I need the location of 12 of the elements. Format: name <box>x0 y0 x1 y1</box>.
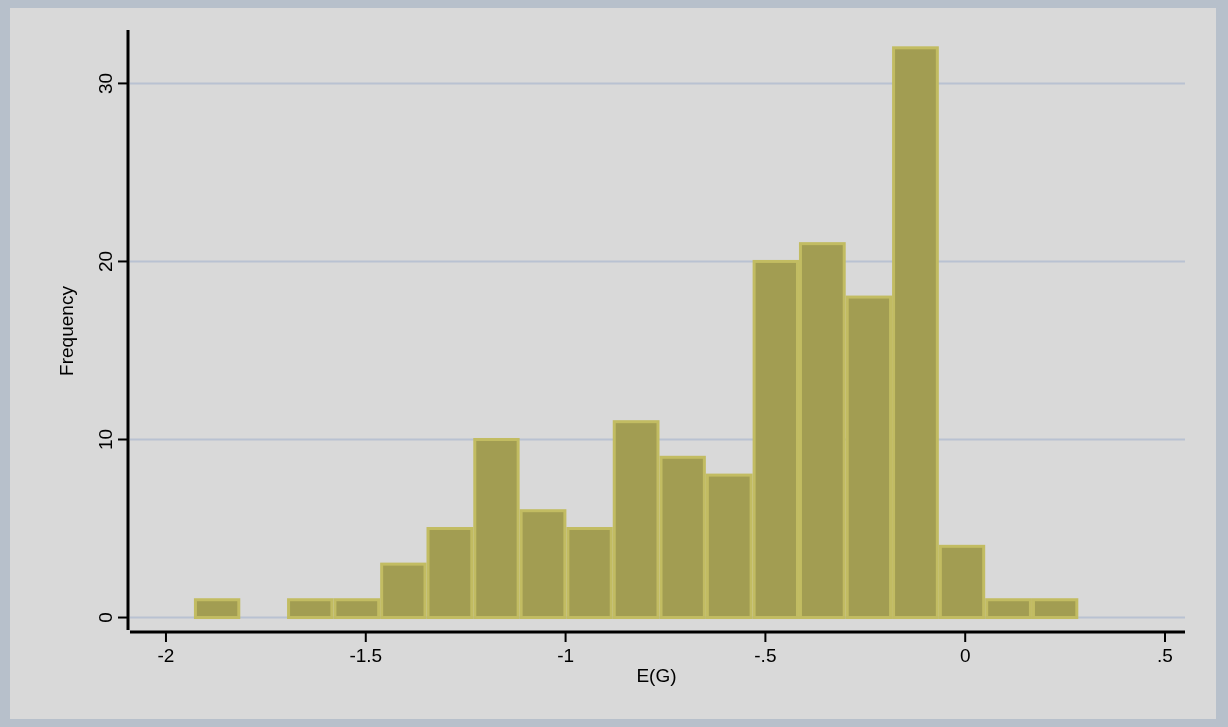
x-tick-label: -.5 <box>754 645 777 666</box>
x-axis-title: E(G) <box>636 665 677 686</box>
x-tick-label: -1.5 <box>349 645 383 666</box>
y-tick-label: 20 <box>95 250 116 273</box>
y-tick-label: 10 <box>95 428 116 451</box>
x-tick-label: 0 <box>959 645 971 666</box>
x-tick-label: -1 <box>557 645 575 666</box>
y-tick-label: 0 <box>95 612 116 623</box>
x-tick-label: .5 <box>1157 645 1173 666</box>
x-tick-label: -2 <box>157 645 175 666</box>
y-tick-label: 30 <box>95 72 116 94</box>
y-axis-title: Frequency <box>56 285 77 376</box>
